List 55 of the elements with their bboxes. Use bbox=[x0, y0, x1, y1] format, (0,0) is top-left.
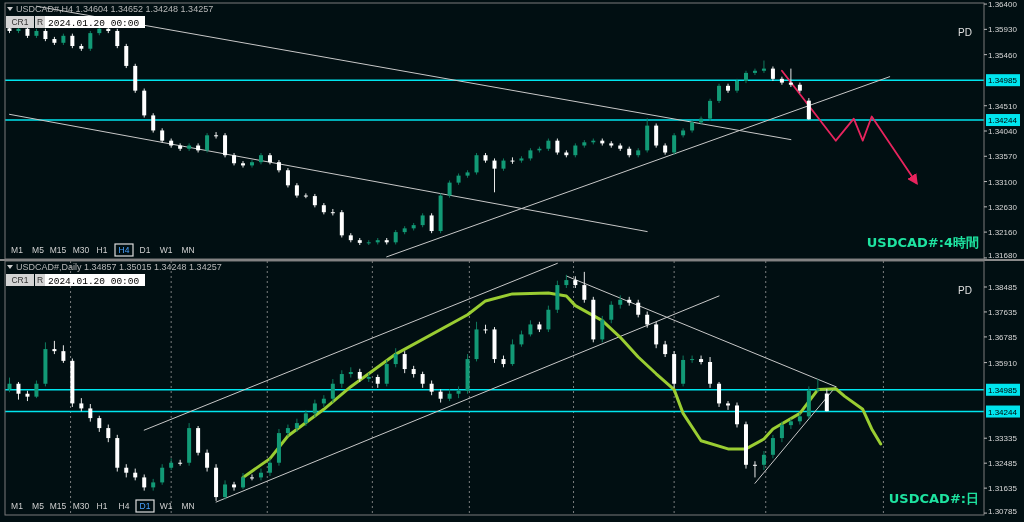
button: CR1 bbox=[6, 274, 34, 286]
y-tick-label: 1.35930 bbox=[988, 25, 1018, 35]
y-tick-label: 1.35460 bbox=[988, 50, 1018, 60]
annotation: M1 bbox=[11, 501, 24, 511]
y-tick-label: 1.31635 bbox=[988, 484, 1018, 494]
button: R bbox=[35, 274, 45, 286]
annotation: 2024.01.20 00:00 bbox=[48, 275, 140, 287]
annotation: USDCAD#:日 bbox=[888, 491, 979, 506]
ref-line-label: 1.34244 bbox=[988, 116, 1018, 126]
annotation: D1 bbox=[139, 245, 151, 255]
annotation: PD bbox=[958, 27, 972, 38]
y-tick-label: 1.30785 bbox=[988, 507, 1018, 516]
annotation: H4 bbox=[118, 501, 130, 511]
y-tick-label: 1.32160 bbox=[988, 228, 1018, 238]
annotation: H1 bbox=[96, 245, 108, 255]
annotation: H1 bbox=[96, 501, 108, 511]
ref-line-label: 1.34985 bbox=[988, 76, 1018, 86]
annotation: CR1 bbox=[11, 17, 29, 27]
y-tick-label: 1.33335 bbox=[988, 434, 1018, 444]
y-tick-label: 1.32485 bbox=[988, 459, 1018, 469]
y-tick-label: 1.36400 bbox=[988, 0, 1018, 10]
y-tick-label: 1.38485 bbox=[988, 282, 1018, 292]
chart-title: USDCAD#,Daily 1.34857 1.35015 1.34248 1.34257 bbox=[16, 262, 222, 272]
annotation: MN bbox=[181, 501, 195, 511]
y-tick-label: 1.33100 bbox=[988, 177, 1018, 187]
y-tick-label: 1.36785 bbox=[988, 332, 1018, 342]
annotation: PD bbox=[958, 285, 972, 296]
annotation: M5 bbox=[32, 245, 45, 255]
y-tick-label: 1.31680 bbox=[988, 251, 1018, 260]
annotation: CR1 bbox=[11, 275, 29, 285]
annotation: M15 bbox=[49, 501, 67, 511]
annotation: M30 bbox=[72, 245, 90, 255]
annotation: M15 bbox=[49, 245, 67, 255]
y-tick-label: 1.32630 bbox=[988, 202, 1018, 212]
ref-line-label: 1.34985 bbox=[988, 385, 1018, 395]
ref-line-label: 1.34244 bbox=[988, 407, 1018, 417]
annotation: M1 bbox=[11, 245, 24, 255]
annotation: MN bbox=[181, 245, 195, 255]
annotation: M30 bbox=[72, 501, 90, 511]
annotation: W1 bbox=[159, 245, 173, 255]
annotation: W1 bbox=[159, 501, 173, 511]
annotation: H4 bbox=[118, 245, 130, 255]
annotation: M5 bbox=[32, 501, 45, 511]
y-tick-label: 1.35910 bbox=[988, 358, 1018, 368]
text-field: 2024.01.20 00:00 bbox=[45, 16, 145, 29]
annotation: USDCAD#:4時間 bbox=[866, 235, 979, 250]
annotation: 2024.01.20 00:00 bbox=[48, 17, 140, 29]
y-tick-label: 1.33570 bbox=[988, 152, 1018, 162]
y-tick-label: 1.34510 bbox=[988, 101, 1018, 111]
y-tick-label: 1.37635 bbox=[988, 307, 1018, 317]
y-tick-label: 1.34040 bbox=[988, 127, 1018, 136]
annotation: D1 bbox=[139, 501, 151, 511]
button: CR1 bbox=[6, 16, 34, 28]
text-field: 2024.01.20 00:00 bbox=[45, 274, 145, 287]
button: R bbox=[35, 16, 45, 28]
